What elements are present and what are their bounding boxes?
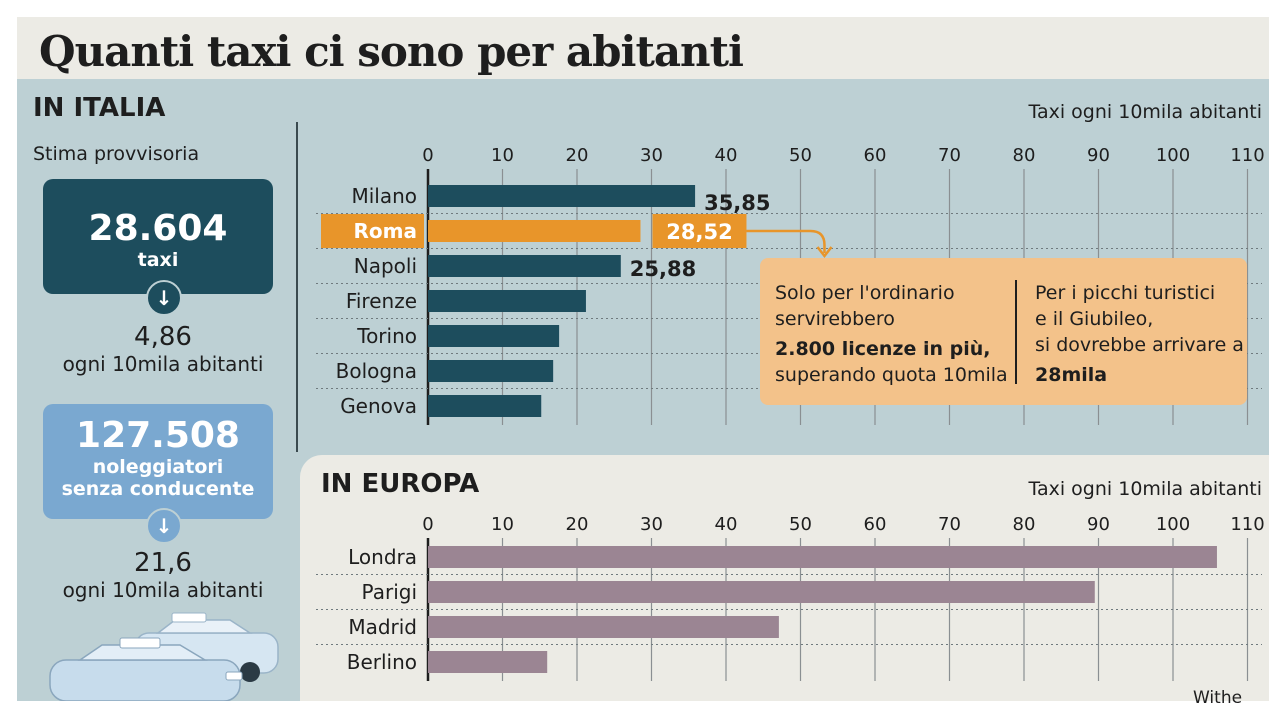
category-label: Bologna xyxy=(336,359,417,383)
taxi-card-label: taxi xyxy=(137,249,179,271)
bar xyxy=(428,395,542,417)
callout-left-bold: 2.800 licenze in più, xyxy=(775,338,991,360)
category-label: Firenze xyxy=(346,289,417,313)
x-tick-label: 20 xyxy=(566,145,589,166)
x-tick-label: 90 xyxy=(1087,514,1110,535)
x-tick-label: 60 xyxy=(864,145,887,166)
callout-left-line2: servirebbero xyxy=(775,308,895,330)
bar xyxy=(428,616,779,638)
bar xyxy=(428,325,560,347)
callout-right-line3: si dovrebbe arrivare a xyxy=(1035,334,1244,356)
europa-unit-label: Taxi ogni 10mila abitanti xyxy=(1028,478,1262,500)
data-label: 35,85 xyxy=(704,191,770,215)
taxi-rate: 4,86 ogni 10mila abitanti xyxy=(40,322,286,376)
category-label: Napoli xyxy=(354,254,417,278)
x-tick-label: 10 xyxy=(491,145,514,166)
europa-heading: IN EUROPA xyxy=(321,469,480,499)
ncc-rate-value: 21,6 xyxy=(134,548,192,578)
callout-left-line4: superando quota 10mila xyxy=(775,364,1008,386)
callout-right-bold: 28mila xyxy=(1035,364,1108,386)
taxi-rate-label: ogni 10mila abitanti xyxy=(62,352,264,376)
category-label: Genova xyxy=(340,394,417,418)
ncc-card: 127.508 noleggiatori senza conducente xyxy=(43,404,273,519)
bar xyxy=(428,651,548,673)
x-tick-label: 60 xyxy=(864,514,887,535)
x-tick-label: 20 xyxy=(566,514,589,535)
highlight-label-bg xyxy=(321,214,424,248)
x-tick-label: 30 xyxy=(640,514,663,535)
taxi-cars-illustration xyxy=(49,612,279,701)
category-label: Berlino xyxy=(347,650,417,674)
italia-subheading: Stima provvisoria xyxy=(33,143,200,165)
category-label: Parigi xyxy=(362,580,417,604)
bar xyxy=(428,581,1095,603)
taxi-card: 28.604 taxi xyxy=(43,179,273,294)
data-label: 28,52 xyxy=(666,220,732,244)
x-tick-label: 100 xyxy=(1156,145,1190,166)
title-bar: Quanti taxi ci sono per abitanti xyxy=(17,17,1269,79)
x-tick-label: 90 xyxy=(1087,145,1110,166)
category-label: Madrid xyxy=(348,615,417,639)
x-tick-label: 30 xyxy=(640,145,663,166)
bar xyxy=(428,255,621,277)
x-tick-label: 80 xyxy=(1013,514,1036,535)
ncc-card-label-line1: noleggiatori xyxy=(92,456,224,478)
category-label: Londra xyxy=(348,545,417,569)
taxi-car-front-icon xyxy=(49,637,243,701)
ncc-rate: 21,6 ogni 10mila abitanti xyxy=(40,548,286,602)
bar xyxy=(428,360,554,382)
roma-callout: Solo per l'ordinario servirebbero 2.800 … xyxy=(760,258,1247,405)
taxi-card-value: 28.604 xyxy=(88,208,228,249)
callout-connector xyxy=(746,229,826,253)
x-tick-label: 50 xyxy=(789,145,812,166)
callout-separator xyxy=(1015,280,1017,384)
x-tick-label: 110 xyxy=(1230,514,1264,535)
x-tick-label: 10 xyxy=(491,514,514,535)
x-tick-label: 110 xyxy=(1230,145,1264,166)
x-tick-label: 40 xyxy=(715,145,738,166)
x-tick-label: 80 xyxy=(1013,145,1036,166)
category-label: Roma xyxy=(354,219,417,243)
page-title: Quanti taxi ci sono per abitanti xyxy=(39,27,744,76)
highlight-value-bg xyxy=(652,214,747,248)
callout-right-line1: Per i picchi turistici xyxy=(1035,282,1216,304)
x-tick-label: 0 xyxy=(422,514,433,535)
category-label: Torino xyxy=(356,324,417,348)
bar xyxy=(428,185,696,207)
italia-unit-label: Taxi ogni 10mila abitanti xyxy=(1028,101,1262,123)
data-label: 25,88 xyxy=(630,257,696,281)
bar xyxy=(428,546,1217,568)
x-tick-label: 70 xyxy=(938,145,961,166)
x-tick-label: 70 xyxy=(938,514,961,535)
x-tick-label: 0 xyxy=(422,145,433,166)
arrow-down-icon: ↓ xyxy=(146,508,182,544)
x-tick-label: 50 xyxy=(789,514,812,535)
bar xyxy=(428,220,641,242)
arrow-down-icon: ↓ xyxy=(146,280,182,316)
ncc-card-label-line2: senza conducente xyxy=(61,478,255,500)
x-tick-label: 100 xyxy=(1156,514,1190,535)
callout-arrowhead xyxy=(816,246,833,259)
ncc-card-value: 127.508 xyxy=(76,415,240,456)
category-label: Milano xyxy=(351,184,417,208)
taxi-rate-value: 4,86 xyxy=(134,322,192,352)
callout-right: Per i picchi turistici e il Giubileo, si… xyxy=(1035,280,1244,388)
section-divider xyxy=(296,122,298,452)
italia-heading: IN ITALIA xyxy=(33,93,166,123)
bar xyxy=(428,290,586,312)
callout-left: Solo per l'ordinario servirebbero 2.800 … xyxy=(775,280,1008,388)
ncc-rate-label: ogni 10mila abitanti xyxy=(62,578,264,602)
x-tick-label: 40 xyxy=(715,514,738,535)
callout-right-line2: e il Giubileo, xyxy=(1035,308,1154,330)
callout-left-line1: Solo per l'ordinario xyxy=(775,282,955,304)
